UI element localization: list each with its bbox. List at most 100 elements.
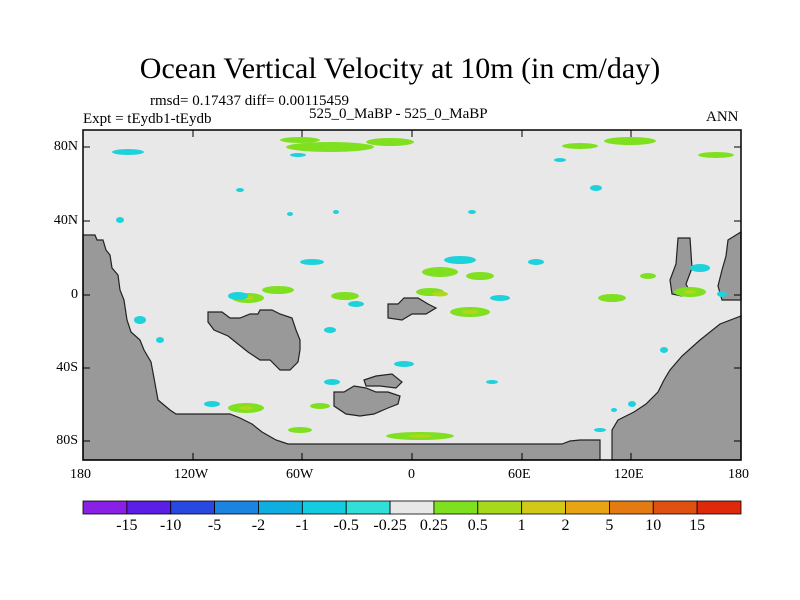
land-south-islands	[333, 385, 401, 417]
colorbar-label: -0.5	[333, 517, 359, 534]
patch-neg	[444, 256, 476, 264]
patch-pos	[562, 143, 598, 149]
lon-label: 60E	[508, 467, 531, 482]
patch-neg	[287, 212, 293, 216]
diff-label: diff=	[244, 93, 275, 109]
chart-title: Ocean Vertical Velocity at 10m (in cm/da…	[139, 52, 661, 85]
patch-pos	[331, 292, 359, 300]
colorbar-box	[609, 500, 654, 515]
lon-label: 180	[70, 467, 91, 482]
patch-pos	[262, 286, 294, 294]
colorbar-label: 2	[561, 517, 570, 534]
colorbar-box	[170, 500, 216, 515]
patch-neg	[204, 401, 220, 407]
patch-pos	[698, 152, 734, 158]
colorbar-box	[565, 500, 610, 515]
land-south-islet	[363, 373, 403, 389]
lat-label: 40N	[53, 213, 78, 228]
colorbar-box	[389, 500, 435, 515]
patch-pos	[598, 294, 626, 302]
patch-neg	[628, 401, 636, 407]
patch-neg	[690, 264, 710, 272]
lon-label: 0	[408, 467, 415, 482]
lat-label: 40S	[56, 360, 78, 375]
colorbar-box	[258, 500, 303, 515]
colorbar-box	[521, 500, 566, 515]
lat-label: 80S	[56, 433, 78, 448]
colorbar-box	[345, 500, 391, 515]
colorbar-box	[652, 500, 698, 515]
lat-tick-marks	[83, 146, 741, 442]
patch-pos	[640, 273, 656, 279]
patch-neg	[156, 337, 164, 343]
patch-neg	[290, 153, 306, 157]
patch-pos-strong	[432, 291, 448, 297]
case-label: 525_0_MaBP - 525_0_MaBP	[309, 106, 488, 122]
lon-label: 120W	[174, 467, 209, 482]
lat-label: 0	[71, 287, 78, 302]
rmsd-label: rmsd=	[150, 93, 189, 109]
patch-neg	[594, 428, 606, 432]
colorbar-label: -5	[207, 517, 222, 534]
patch-pos	[310, 403, 330, 409]
colorbar-label: 5	[605, 517, 614, 534]
patch-pos-strong	[408, 434, 432, 438]
lon-label: 180	[728, 467, 749, 482]
colorbar-box	[301, 500, 347, 515]
colorbar-label: -2	[251, 517, 266, 534]
colorbar-label: -10	[160, 517, 182, 534]
patch-pos	[422, 267, 458, 277]
patch-neg	[134, 316, 146, 324]
season-label: ANN	[706, 109, 739, 125]
colorbar-label: 15	[689, 517, 706, 534]
colorbar-box	[82, 500, 128, 515]
colorbar-label: 0.25	[419, 517, 448, 534]
lon-tick-marks	[82, 130, 742, 460]
patch-pos	[604, 137, 656, 145]
patch-neg	[394, 361, 414, 367]
positive-strong-patches	[239, 290, 696, 438]
colorbar-label: 1	[517, 517, 526, 534]
land-west-continent	[82, 234, 601, 461]
colorbar-box	[433, 500, 479, 515]
colorbar-box	[214, 500, 259, 515]
patch-neg	[236, 188, 244, 192]
colorbar-box	[696, 500, 742, 515]
patch-neg	[333, 210, 339, 214]
patch-neg	[468, 210, 476, 214]
patch-neg	[528, 259, 544, 265]
stats-line: rmsd= 0.17437 diff= 0.00115459	[150, 93, 349, 110]
patch-neg	[717, 291, 727, 297]
positive-patches	[228, 137, 734, 440]
patch-pos	[280, 137, 320, 143]
colorbar-label: 10	[645, 517, 662, 534]
colorbar-box	[477, 500, 523, 515]
colorbar-label: 0.5	[467, 517, 488, 534]
colorbar	[82, 500, 742, 515]
colorbar-box	[126, 500, 172, 515]
patch-neg	[112, 149, 144, 155]
lon-label: 120E	[614, 467, 644, 482]
patch-neg	[490, 295, 510, 301]
land-central-block	[207, 309, 301, 371]
lat-label: 80N	[53, 139, 78, 154]
patch-neg	[348, 301, 364, 307]
experiment-label: Expt = tEydb1-tEydb	[83, 111, 212, 127]
patch-neg	[660, 347, 668, 353]
patch-neg	[228, 292, 248, 300]
negative-patches	[112, 149, 727, 432]
patch-neg	[116, 217, 124, 223]
patch-neg	[324, 379, 340, 385]
patch-pos	[288, 427, 312, 433]
rmsd-value: 0.17437	[192, 93, 241, 109]
land-equator-island	[387, 297, 438, 321]
patch-neg	[590, 185, 602, 191]
lon-label: 60W	[286, 467, 314, 482]
colorbar-label: -1	[295, 517, 309, 534]
patch-pos	[366, 138, 414, 146]
diff-value: 0.00115459	[278, 93, 350, 109]
patch-neg	[486, 380, 498, 384]
patch-pos-strong	[239, 406, 253, 410]
patch-pos	[286, 142, 374, 152]
